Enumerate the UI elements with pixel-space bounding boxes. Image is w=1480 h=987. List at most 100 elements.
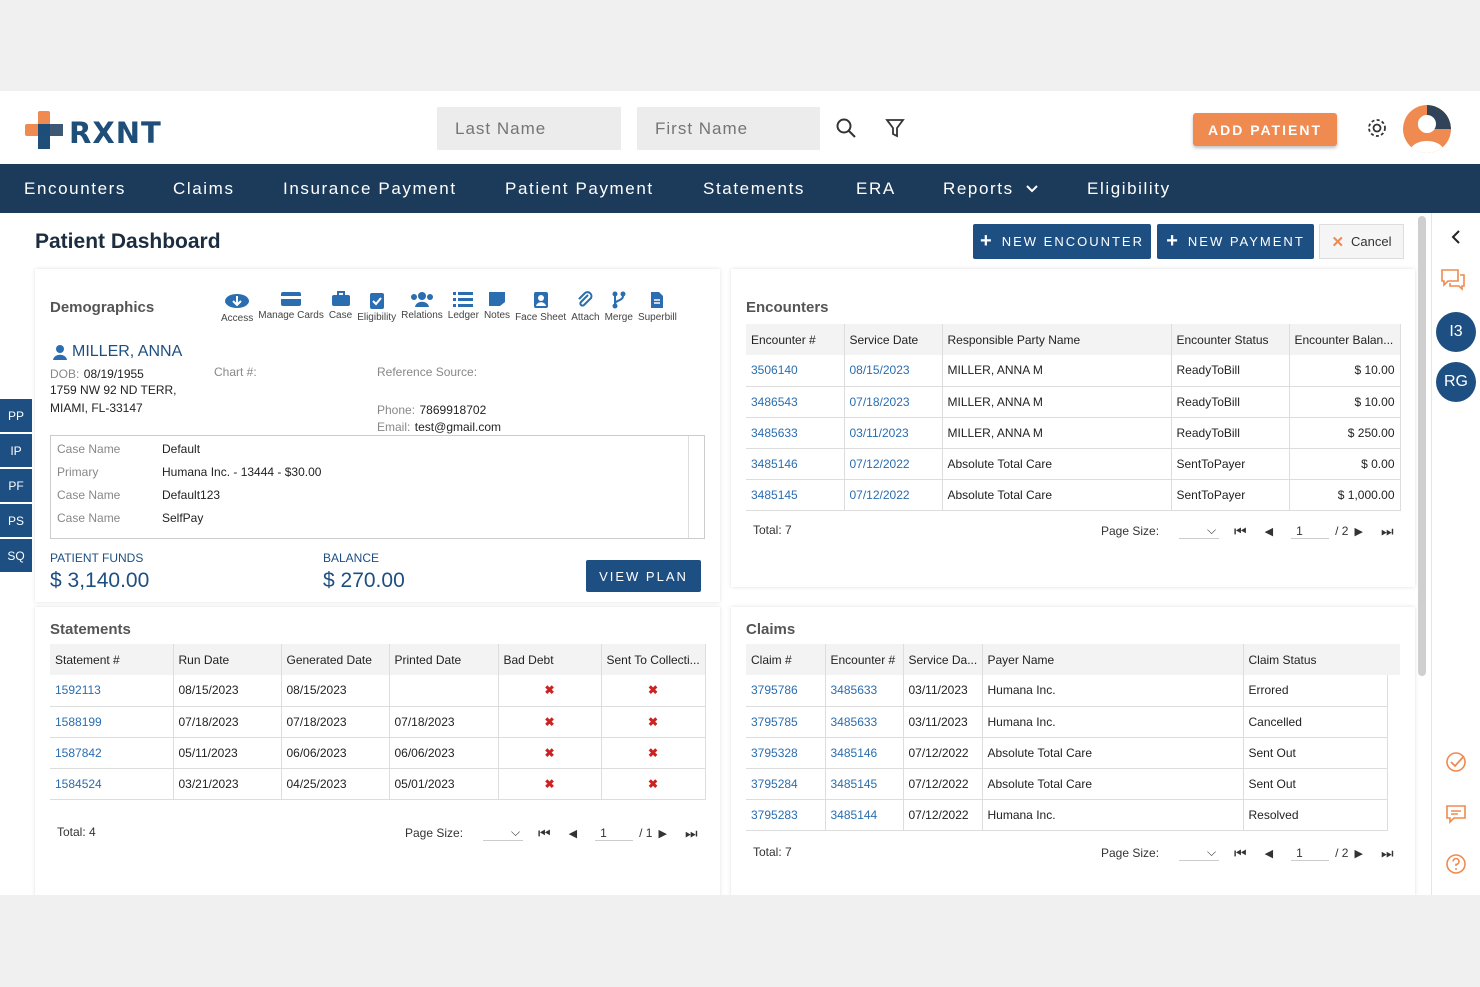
col-payer-name[interactable]: Payer Name	[982, 644, 1244, 675]
cancel-button[interactable]: ✕ Cancel	[1319, 224, 1404, 259]
encounter-link[interactable]: 3485145	[825, 768, 904, 800]
encounter-link[interactable]: 3485633	[746, 417, 845, 449]
last-page-icon[interactable]: ⏭	[1380, 844, 1394, 861]
col-responsible-party[interactable]: Responsible Party Name	[942, 324, 1172, 355]
tool-merge[interactable]: Merge	[605, 291, 633, 324]
case-row[interactable]: Case Name Default	[57, 438, 200, 460]
col-encounter-balance[interactable]: Encounter Balan...	[1289, 324, 1401, 355]
statement-link[interactable]: 1584524	[50, 768, 174, 800]
nav-insurance-payment[interactable]: Insurance Payment	[283, 179, 457, 198]
side-tab-ip[interactable]: IP	[0, 434, 32, 467]
nav-encounters[interactable]: Encounters	[24, 179, 126, 198]
col-sent-to-collection[interactable]: Sent To Collecti...	[601, 644, 706, 675]
service-date-link[interactable]: 08/15/2023	[844, 355, 943, 387]
side-tab-pp[interactable]: PP	[0, 399, 32, 432]
next-page-icon[interactable]: ▶	[1354, 847, 1363, 860]
tool-superbill[interactable]: Superbill	[638, 291, 677, 324]
col-claim-status[interactable]: Claim Status	[1243, 644, 1388, 675]
table-row[interactable]: 1592113 08/15/2023 08/15/2023 ✖ ✖	[50, 675, 706, 707]
table-row[interactable]: 3486543 07/18/2023 MILLER, ANNA M ReadyToBi…	[746, 386, 1401, 418]
col-encounter-number[interactable]: Encounter #	[825, 644, 904, 675]
nav-era[interactable]: ERA	[856, 179, 896, 198]
last-name-input[interactable]	[437, 107, 621, 150]
col-run-date[interactable]: Run Date	[173, 644, 282, 675]
main-scrollbar[interactable]	[1418, 216, 1426, 676]
add-patient-button[interactable]: ADD PATIENT	[1193, 113, 1337, 146]
side-tab-sq[interactable]: SQ	[0, 539, 32, 572]
service-date-link[interactable]: 07/18/2023	[844, 386, 943, 418]
tool-notes[interactable]: Notes	[484, 291, 510, 324]
prev-page-icon[interactable]: ◀	[1264, 847, 1274, 860]
first-page-icon[interactable]: ⏮	[538, 824, 551, 841]
claim-link[interactable]: 3795284	[746, 768, 826, 800]
table-row[interactable]: 3795786 3485633 03/11/2023 Humana Inc. Error…	[746, 675, 1388, 707]
side-tab-pf[interactable]: PF	[0, 469, 32, 502]
statement-link[interactable]: 1587842	[50, 737, 174, 769]
case-row[interactable]: Case Name SelfPay	[57, 507, 203, 529]
page-size-select[interactable]: ⌵	[1179, 523, 1220, 539]
nav-reports[interactable]: Reports	[943, 179, 1014, 198]
col-generated-date[interactable]: Generated Date	[281, 644, 390, 675]
claim-link[interactable]: 3795786	[746, 675, 826, 707]
logo[interactable]: RXNT	[25, 110, 162, 150]
last-page-icon[interactable]: ⏭	[1380, 522, 1394, 539]
encounter-link[interactable]: 3485145	[746, 479, 845, 511]
nav-claims[interactable]: Claims	[173, 179, 235, 198]
claim-link[interactable]: 3795283	[746, 799, 826, 831]
search-icon[interactable]	[835, 117, 857, 139]
col-claim-number[interactable]: Claim #	[746, 644, 826, 675]
tool-manage-cards[interactable]: Manage Cards	[258, 291, 324, 324]
gear-icon[interactable]	[1366, 117, 1388, 139]
page-input[interactable]: 1	[1291, 524, 1330, 539]
filter-icon[interactable]	[885, 117, 905, 139]
statement-link[interactable]: 1588199	[50, 706, 174, 738]
nav-statements[interactable]: Statements	[703, 179, 805, 198]
case-row[interactable]: Case Name Default123	[57, 484, 220, 506]
col-encounter-number[interactable]: Encounter #	[746, 324, 845, 355]
first-name-input[interactable]	[637, 107, 820, 150]
nav-eligibility[interactable]: Eligibility	[1087, 179, 1171, 198]
last-page-icon[interactable]: ⏭	[684, 824, 698, 841]
cases-scrollbar[interactable]	[688, 436, 704, 538]
col-bad-debt[interactable]: Bad Debt	[498, 644, 602, 675]
tool-face-sheet[interactable]: Face Sheet	[515, 291, 566, 324]
encounter-link[interactable]: 3486543	[746, 386, 845, 418]
tool-case[interactable]: Case	[329, 291, 352, 324]
table-row[interactable]: 3795284 3485145 07/12/2022 Absolute Total C…	[746, 768, 1388, 800]
claim-link[interactable]: 3795785	[746, 706, 826, 738]
encounter-link[interactable]: 3485633	[825, 706, 904, 738]
encounter-link[interactable]: 3485146	[746, 448, 845, 480]
patient-name[interactable]: MILLER, ANNA	[72, 343, 183, 360]
first-page-icon[interactable]: ⏮	[1234, 844, 1247, 861]
tool-attach[interactable]: Attach	[571, 291, 600, 324]
table-row[interactable]: 3506140 08/15/2023 MILLER, ANNA M ReadyToBi…	[746, 355, 1401, 387]
service-date-link[interactable]: 07/12/2022	[844, 448, 943, 480]
tool-ledger[interactable]: Ledger	[448, 291, 479, 324]
table-row[interactable]: 3795785 3485633 03/11/2023 Humana Inc. Cance…	[746, 706, 1388, 738]
table-row[interactable]: 1587842 05/11/2023 06/06/2023 06/06/2023 ✖ ✖	[50, 737, 706, 769]
first-page-icon[interactable]: ⏮	[1234, 522, 1247, 539]
table-row[interactable]: 3485145 07/12/2022 Absolute Total Care Sent…	[746, 479, 1401, 511]
service-date-link[interactable]: 03/11/2023	[844, 417, 943, 449]
tool-relations[interactable]: Relations	[401, 291, 443, 324]
encounter-link[interactable]: 3485146	[825, 737, 904, 769]
avatar[interactable]	[1403, 105, 1451, 153]
new-encounter-button[interactable]: + NEW ENCOUNTER	[973, 224, 1151, 259]
tool-eligibility[interactable]: Eligibility	[357, 291, 396, 324]
next-page-icon[interactable]: ▶	[1354, 525, 1363, 538]
chat-icon[interactable]	[1440, 268, 1466, 292]
encounter-link[interactable]: 3485633	[825, 675, 904, 707]
check-circle-icon[interactable]	[1445, 751, 1467, 773]
col-encounter-status[interactable]: Encounter Status	[1171, 324, 1290, 355]
table-row[interactable]: 3795283 3485144 07/12/2022 Humana Inc. Resol…	[746, 799, 1388, 831]
new-payment-button[interactable]: + NEW PAYMENT	[1157, 224, 1314, 259]
chevron-down-icon[interactable]	[1026, 184, 1038, 194]
col-service-date[interactable]: Service Da...	[903, 644, 983, 675]
table-row[interactable]: 1588199 07/18/2023 07/18/2023 07/18/2023 ✖ ✖	[50, 706, 706, 738]
user-badge-i3[interactable]: I3	[1436, 312, 1476, 352]
page-input[interactable]: 1	[1291, 846, 1330, 861]
col-service-date[interactable]: Service Date	[844, 324, 943, 355]
case-row[interactable]: Primary Humana Inc. - 13444 - $30.00	[57, 461, 321, 483]
table-row[interactable]: 3485146 07/12/2022 Absolute Total Care Sent…	[746, 448, 1401, 480]
next-page-icon[interactable]: ▶	[658, 827, 667, 840]
